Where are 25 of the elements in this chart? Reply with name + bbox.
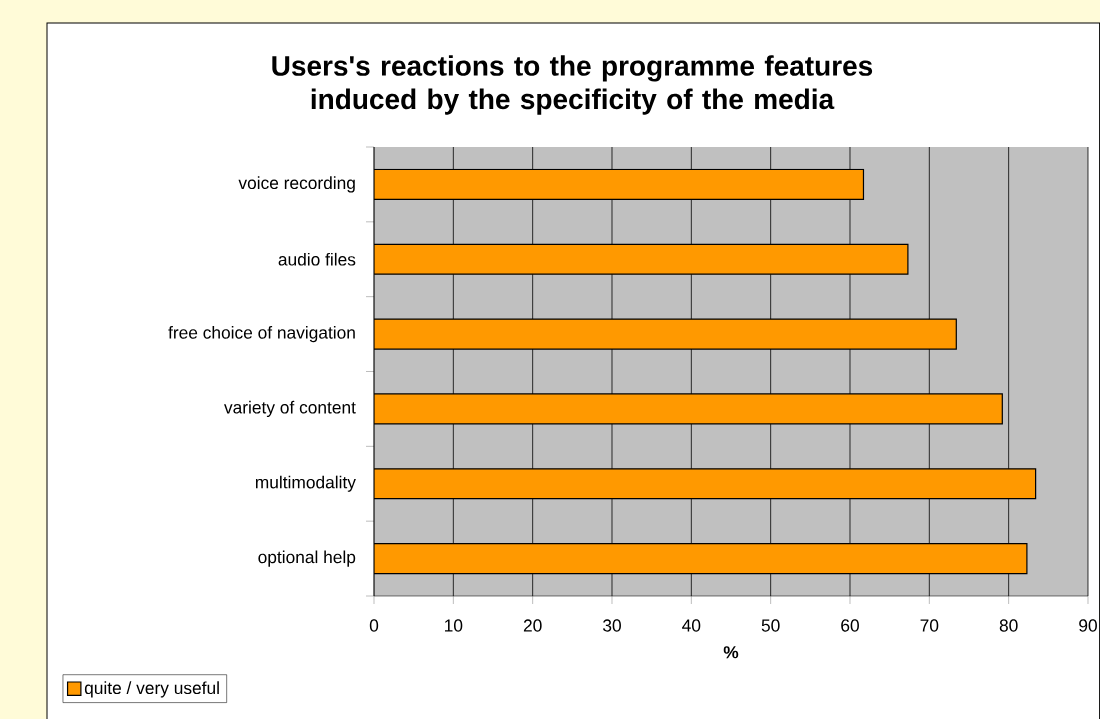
x-tick-label: 40 (682, 619, 701, 632)
x-tick-label: 0 (369, 619, 379, 632)
legend-label: quite / very useful (84, 681, 219, 698)
chart-title: Users's reactions to the programme features induced by the specificity of the media (272, 55, 873, 115)
x-tick-label: 90 (1079, 619, 1097, 632)
x-tick-label: 30 (603, 619, 621, 632)
y-tick-label: optional help (258, 550, 356, 567)
y-tick-label: voice recording (238, 176, 355, 193)
x-tick-label: 20 (523, 619, 542, 632)
bar (374, 393, 1003, 425)
bar (374, 243, 909, 275)
x-axis-title: % (723, 646, 739, 659)
x-tick-label: 70 (920, 619, 939, 632)
y-tick-label: audio files (278, 252, 356, 266)
x-tick-label: 50 (761, 619, 780, 632)
bar (374, 468, 1037, 500)
bar (374, 318, 957, 350)
x-tick-label: 60 (841, 619, 859, 632)
y-tick-label: variety of content (224, 400, 356, 417)
x-tick-label: 80 (999, 619, 1018, 632)
y-tick-label: free choice of navigation (168, 326, 355, 343)
y-tick-label: multimodality (255, 475, 356, 492)
bar (374, 168, 865, 200)
bar (374, 543, 1028, 575)
x-tick-label: 10 (445, 619, 463, 632)
